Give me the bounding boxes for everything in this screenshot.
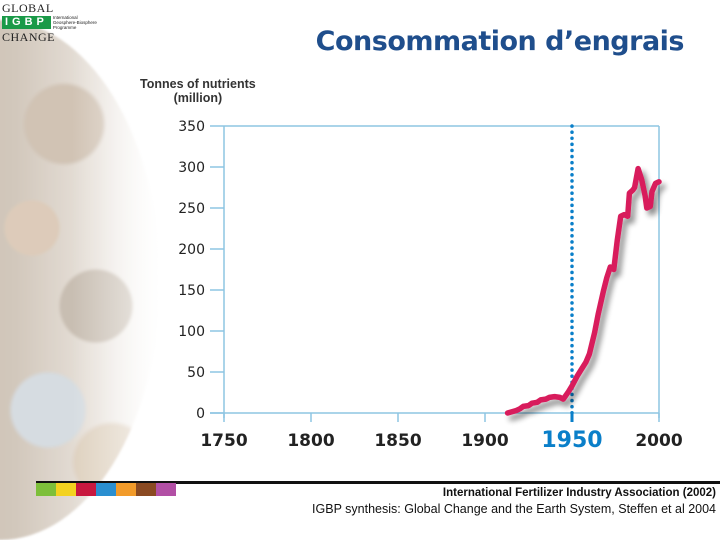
citation-secondary: IGBP synthesis: Global Change and the Ea… [312, 502, 716, 516]
y-axis-label: Tonnes of nutrients (million) [140, 77, 256, 105]
logo-programme-line: Programme [52, 25, 77, 30]
color-strip-tile [156, 483, 176, 496]
y-tick-label: 100 [178, 324, 205, 340]
photo-fade [0, 20, 180, 540]
color-strip-tile [76, 483, 96, 496]
logo-programme-line: International [52, 15, 78, 20]
x-tick-label: 2000 [635, 431, 682, 451]
logo-igbp-badge: IGBP [2, 16, 51, 29]
footer-divider [36, 481, 720, 484]
igbp-logo: GLOBAL IGBP International Geosphere-Bios… [2, 1, 120, 44]
color-strip [36, 483, 176, 496]
y-tick-label: 350 [178, 119, 205, 135]
color-strip-tile [56, 483, 76, 496]
x-tick-label-highlight: 1950 [541, 428, 602, 453]
color-strip-tile [96, 483, 116, 496]
color-strip-tile [116, 483, 136, 496]
y-tick-label: 150 [178, 283, 205, 299]
y-axis-label-line1: Tonnes of nutrients [140, 77, 256, 91]
logo-global: GLOBAL [2, 1, 54, 15]
x-tick-label: 1750 [200, 431, 247, 451]
citation-primary: International Fertilizer Industry Associ… [442, 487, 716, 499]
logo-change: CHANGE [2, 30, 55, 44]
slide-title: Consommation d’engrais [315, 26, 685, 57]
color-strip-tile [36, 483, 56, 496]
y-axis-label-line2: (million) [173, 91, 223, 105]
logo-programme: International Geosphere-Biosphere Progra… [53, 15, 97, 30]
x-tick-label: 1900 [461, 431, 508, 451]
logo-badge-row: IGBP International Geosphere-Biosphere P… [2, 15, 120, 30]
y-tick-label: 250 [178, 201, 205, 217]
y-tick-label: 300 [178, 160, 205, 176]
y-tick-label: 50 [187, 365, 205, 381]
series-line-fertilizer [504, 165, 662, 416]
color-strip-tile [136, 483, 156, 496]
logo-programme-line: Geosphere-Biosphere [52, 20, 97, 25]
x-tick-label: 1800 [287, 431, 334, 451]
y-tick-label: 0 [196, 406, 205, 422]
x-tick-label: 1850 [374, 431, 421, 451]
y-tick-label: 200 [178, 242, 205, 258]
